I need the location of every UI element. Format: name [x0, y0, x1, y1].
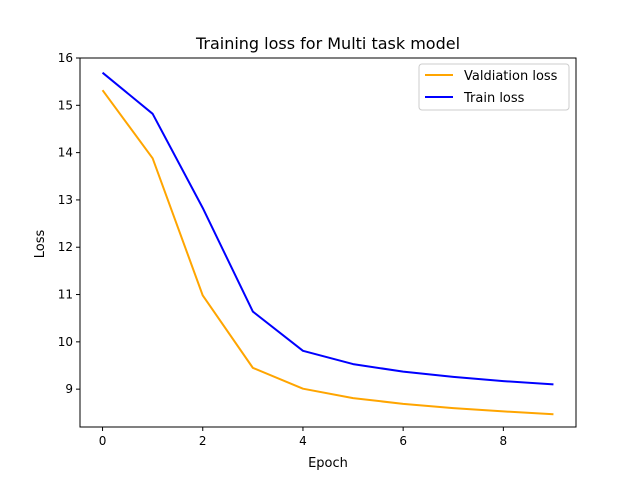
y-tick-label: 15 [58, 98, 73, 112]
x-axis-label: Epoch [308, 456, 348, 471]
y-tick-label: 16 [58, 51, 73, 65]
legend-label-validation: Valdiation loss [464, 69, 558, 84]
y-tick-label: 11 [58, 288, 73, 302]
y-tick-label: 12 [58, 240, 73, 254]
x-axis-ticks: 0 2 4 6 8 [99, 427, 507, 448]
series-line-0 [101, 89, 554, 416]
plot-area [79, 57, 577, 428]
legend: Valdiation loss Train loss [418, 63, 570, 111]
y-tick-label: 14 [58, 146, 73, 160]
x-tick-label: 4 [299, 434, 307, 448]
axes-background [80, 58, 576, 427]
x-tick-label: 0 [99, 434, 107, 448]
x-tick-label: 6 [399, 434, 407, 448]
y-tick-label: 10 [58, 335, 73, 349]
legend-box [418, 63, 570, 111]
x-tick-label: 8 [500, 434, 508, 448]
legend-label-train: Train loss [463, 91, 525, 106]
y-axis-label: Loss [33, 230, 48, 259]
chart-title: Training loss for Multi task model [195, 34, 460, 53]
x-tick-label: 2 [199, 434, 207, 448]
y-tick-label: 13 [58, 193, 73, 207]
axes-frame [79, 57, 577, 428]
series-layer [101, 71, 554, 416]
y-axis-ticks: 9 10 11 12 13 14 15 16 [58, 51, 80, 396]
y-tick-label: 9 [65, 382, 73, 396]
series-line-1 [101, 71, 554, 386]
